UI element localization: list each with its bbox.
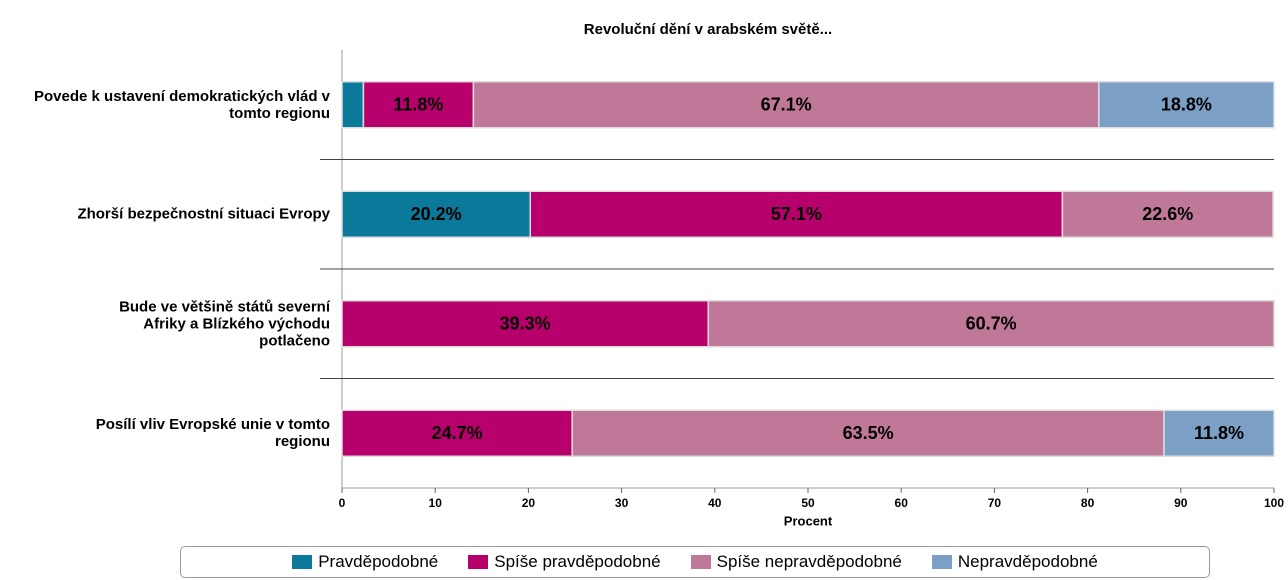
legend-item: Spíše pravděpodobné	[468, 552, 661, 572]
x-tick-label: 100	[1264, 496, 1284, 510]
x-tick-label: 30	[615, 496, 629, 510]
legend-swatch	[931, 555, 952, 569]
legend-label: Spíše pravděpodobné	[494, 552, 661, 571]
legend-label: Nepravděpodobné	[957, 552, 1098, 571]
bar-segment	[571, 409, 1165, 457]
value-label: 39.3%	[500, 314, 551, 334]
legend-item: Spíše nepravděpodobné	[690, 552, 902, 572]
x-tick-label: 90	[1174, 496, 1188, 510]
x-tick-label: 20	[522, 496, 536, 510]
legend: Pravděpodobné Spíše pravděpodobné Spíše ne…	[180, 546, 1210, 578]
category-label: Bude ve většině států severní Afriky a B…	[119, 298, 330, 350]
x-tick-label: 50	[801, 496, 815, 510]
x-axis-label: Procent	[784, 513, 833, 528]
category-label: Povede k ustavení demokratických vlád v …	[34, 87, 330, 122]
bar-segment	[341, 409, 573, 457]
bar-segment	[1163, 409, 1275, 457]
bar-segment	[707, 300, 1275, 348]
x-tick-label: 0	[339, 496, 346, 510]
legend-label: Spíše nepravděpodobné	[716, 552, 902, 571]
value-label: 24.7%	[432, 423, 483, 443]
x-tick-label: 60	[895, 496, 909, 510]
value-label: 18.8%	[1161, 95, 1212, 115]
bar-segment	[341, 81, 365, 129]
legend-item: Nepravděpodobné	[931, 552, 1098, 572]
value-label: 11.8%	[1194, 423, 1244, 443]
bar-segment	[1061, 190, 1274, 238]
x-tick-label: 70	[988, 496, 1002, 510]
category-label: Posílí vliv Evropské unie v tomto region…	[95, 416, 330, 451]
bar-segment	[529, 190, 1064, 238]
chart-title: Revoluční dění v arabském světě...	[584, 21, 832, 38]
value-label: 20.2%	[411, 204, 462, 224]
value-label: 11.8%	[393, 95, 443, 115]
value-label: 22.6%	[1142, 204, 1193, 224]
value-label: 63.5%	[843, 423, 894, 443]
bar-segment	[341, 300, 710, 348]
x-tick-label: 80	[1081, 496, 1095, 510]
bar-segment	[341, 190, 532, 238]
bar-segment	[472, 81, 1100, 129]
bar-segment	[1098, 81, 1275, 129]
x-tick-label: 40	[708, 496, 722, 510]
legend-swatch	[292, 555, 313, 569]
value-label: 67.1%	[761, 95, 812, 115]
bar-segment	[362, 81, 475, 129]
legend-swatch	[468, 555, 489, 569]
legend-label: Pravděpodobné	[318, 552, 439, 571]
x-tick-label: 10	[429, 496, 443, 510]
legend-item: Pravděpodobné	[292, 552, 438, 572]
category-label: Zhorší bezpečnostní situaci Evropy	[77, 205, 330, 223]
legend-swatch	[690, 555, 711, 569]
value-label: 60.7%	[966, 314, 1017, 334]
value-label: 57.1%	[771, 204, 822, 224]
